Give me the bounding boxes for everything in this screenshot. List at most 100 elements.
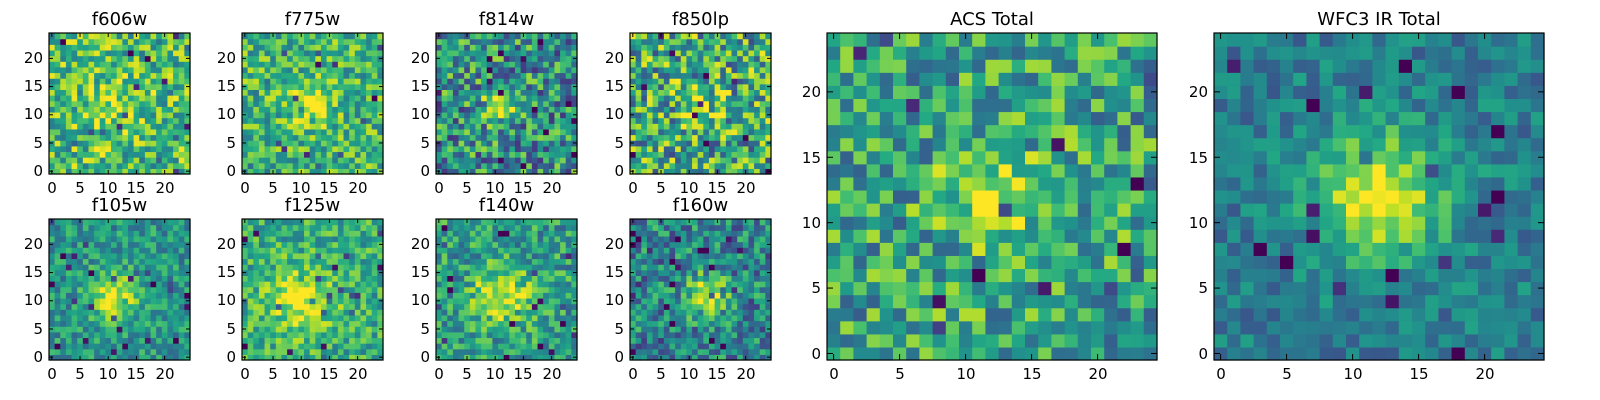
y-tick-label: 10	[217, 291, 236, 309]
heatmap-cell	[464, 331, 471, 339]
heatmap-cell	[498, 89, 505, 96]
heatmap-cell	[658, 83, 665, 90]
heatmap-cell	[281, 224, 288, 231]
heatmap-cell	[481, 337, 488, 344]
heatmap-cell	[377, 224, 384, 231]
heatmap-cell	[88, 320, 95, 327]
heatmap-cell	[298, 162, 305, 169]
heatmap-cell	[127, 337, 135, 344]
heatmap-cell	[447, 264, 454, 271]
heatmap-cell	[292, 106, 299, 113]
heatmap-cell	[652, 134, 659, 141]
heatmap-cell	[127, 61, 135, 68]
heatmap-cell	[708, 72, 716, 79]
heatmap-cell	[105, 123, 112, 130]
heatmap-cell	[526, 230, 533, 237]
heatmap-cell	[133, 83, 140, 90]
heatmap-cell	[675, 303, 682, 310]
heatmap-cell	[452, 297, 460, 305]
heatmap-cell	[469, 38, 477, 45]
heatmap-cell	[486, 258, 493, 265]
heatmap-cell	[292, 100, 299, 107]
heatmap-cell	[436, 286, 443, 293]
heatmap-cell	[464, 235, 471, 243]
heatmap-cell	[537, 292, 544, 299]
heatmap-cell	[292, 111, 299, 119]
heatmap-cell	[464, 286, 471, 293]
heatmap-cell	[156, 247, 163, 254]
heatmap-cell	[531, 309, 539, 316]
heatmap-cell	[447, 348, 454, 355]
heatmap-cell	[144, 157, 152, 164]
heatmap-cell	[748, 314, 755, 322]
heatmap-cell	[173, 111, 180, 119]
heatmap-cell	[742, 309, 750, 316]
heatmap-cell	[99, 145, 106, 153]
heatmap-cell	[105, 151, 112, 158]
heatmap-cell	[242, 224, 249, 231]
heatmap-cell	[281, 145, 288, 153]
heatmap-cell	[242, 348, 249, 355]
heatmap-cell	[554, 241, 561, 248]
heatmap-cell	[703, 331, 710, 339]
heatmap-cell	[537, 275, 544, 282]
heatmap-cell	[641, 117, 648, 124]
heatmap-cell	[452, 123, 460, 130]
heatmap-cell	[281, 33, 288, 40]
heatmap-cell	[326, 44, 333, 51]
heatmap-cell	[60, 326, 67, 333]
heatmap-cell	[298, 95, 305, 102]
heatmap-cell	[377, 219, 384, 226]
heatmap-cell	[675, 348, 682, 355]
heatmap-cell	[641, 111, 648, 119]
heatmap-cell	[498, 320, 505, 327]
heatmap-cell	[150, 162, 157, 169]
heatmap-cell	[326, 241, 333, 248]
heatmap-cell	[332, 354, 339, 361]
heatmap-cell	[543, 55, 550, 62]
heatmap-cell	[54, 343, 61, 350]
heatmap-cell	[326, 320, 333, 327]
heatmap-cell	[275, 281, 283, 288]
heatmap-cell	[133, 258, 140, 265]
heatmap-cell	[360, 303, 367, 310]
heatmap-cell	[326, 95, 333, 102]
heatmap-cell	[287, 247, 294, 254]
heatmap-cell	[754, 117, 761, 124]
heatmap-cell	[537, 219, 544, 226]
heatmap-cell	[514, 303, 522, 310]
heatmap-cell	[646, 275, 654, 282]
heatmap-cell	[680, 83, 687, 90]
heatmap-cell	[486, 55, 493, 62]
heatmap-cell	[441, 95, 448, 102]
heatmap-cell	[447, 95, 454, 102]
heatmap-cell	[441, 320, 448, 327]
heatmap-cell	[531, 83, 539, 90]
heatmap-cell	[309, 303, 316, 310]
heatmap-cell	[543, 100, 550, 107]
heatmap-cell	[481, 100, 488, 107]
heatmap-cell	[167, 292, 174, 299]
heatmap-cell	[571, 106, 578, 113]
heatmap-cell	[77, 44, 84, 51]
heatmap-cell	[708, 49, 716, 57]
heatmap-cell	[156, 326, 163, 333]
heatmap-cell	[377, 145, 384, 153]
heatmap-cell	[669, 162, 676, 169]
heatmap-cell	[133, 314, 140, 322]
heatmap-cell	[173, 128, 180, 136]
heatmap-cell	[105, 269, 112, 276]
heatmap-cell	[275, 252, 283, 260]
heatmap-cell	[315, 111, 322, 119]
heatmap-cell	[675, 111, 682, 119]
heatmap-cell	[253, 33, 260, 40]
heatmap-cell	[475, 140, 482, 147]
heatmap-cell	[270, 235, 277, 243]
heatmap-cell	[714, 292, 721, 299]
heatmap-cell	[652, 343, 659, 350]
heatmap-cell	[144, 38, 152, 45]
heatmap-cell	[150, 55, 157, 62]
heatmap-cell	[167, 95, 174, 102]
heatmap-cell	[349, 66, 356, 74]
heatmap-cell	[371, 337, 378, 344]
